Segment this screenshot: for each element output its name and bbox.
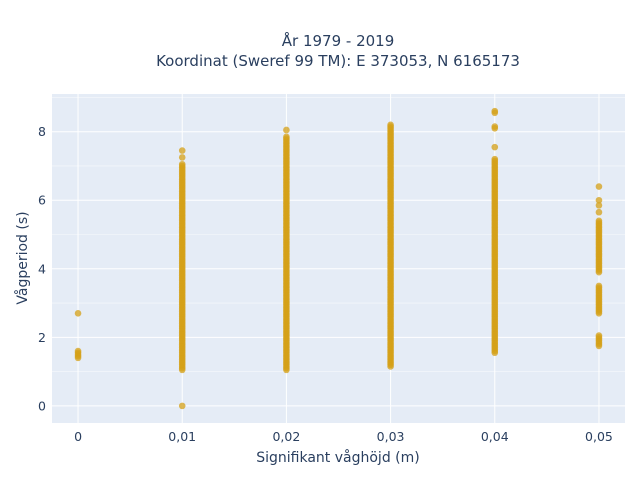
data-point bbox=[491, 155, 499, 163]
data-point bbox=[74, 310, 82, 317]
y-tick-labels: 0 2 4 6 8 bbox=[38, 124, 46, 413]
data-point bbox=[595, 208, 603, 216]
data-point bbox=[595, 202, 603, 209]
data-point bbox=[595, 282, 603, 290]
x-tick-label: 0,01 bbox=[168, 429, 196, 444]
y-tick-label: 0 bbox=[38, 398, 46, 413]
data-point bbox=[178, 402, 186, 410]
data-point bbox=[595, 183, 603, 190]
plot-area bbox=[52, 94, 625, 423]
data-point bbox=[595, 217, 603, 225]
y-tick-label: 2 bbox=[38, 330, 46, 345]
x-axis-title: Signifikant våghöjd (m) bbox=[256, 449, 419, 466]
x-tick-label: 0,03 bbox=[377, 429, 405, 444]
chart-title: År 1979 - 2019 Koordinat (Sweref 99 TM):… bbox=[156, 31, 520, 70]
data-point bbox=[178, 160, 186, 168]
data-point bbox=[491, 107, 499, 115]
y-tick-label: 8 bbox=[38, 124, 46, 139]
data-points bbox=[74, 107, 603, 410]
data-point bbox=[595, 332, 603, 339]
data-point bbox=[595, 196, 603, 204]
data-point bbox=[387, 121, 394, 129]
x-tick-labels: 0 0,01 0,02 0,03 0,04 0,05 bbox=[74, 429, 613, 444]
data-point bbox=[491, 123, 499, 130]
data-point bbox=[283, 133, 290, 141]
x-tick-label: 0,02 bbox=[272, 429, 300, 444]
y-axis-title: Vågperiod (s) bbox=[14, 211, 31, 304]
y-tick-label: 4 bbox=[38, 261, 46, 276]
data-point bbox=[178, 147, 186, 154]
chart-title-line-2: Koordinat (Sweref 99 TM): E 373053, N 61… bbox=[156, 52, 520, 70]
y-tick-label: 6 bbox=[38, 193, 46, 208]
x-tick-label: 0,04 bbox=[481, 429, 509, 444]
data-point bbox=[74, 347, 82, 355]
data-point bbox=[491, 143, 499, 151]
data-point bbox=[178, 154, 186, 161]
chart-title-line-1: År 1979 - 2019 bbox=[282, 31, 395, 50]
x-tick-label: 0,05 bbox=[585, 429, 613, 444]
data-point bbox=[283, 126, 290, 134]
x-tick-label: 0 bbox=[74, 429, 82, 444]
